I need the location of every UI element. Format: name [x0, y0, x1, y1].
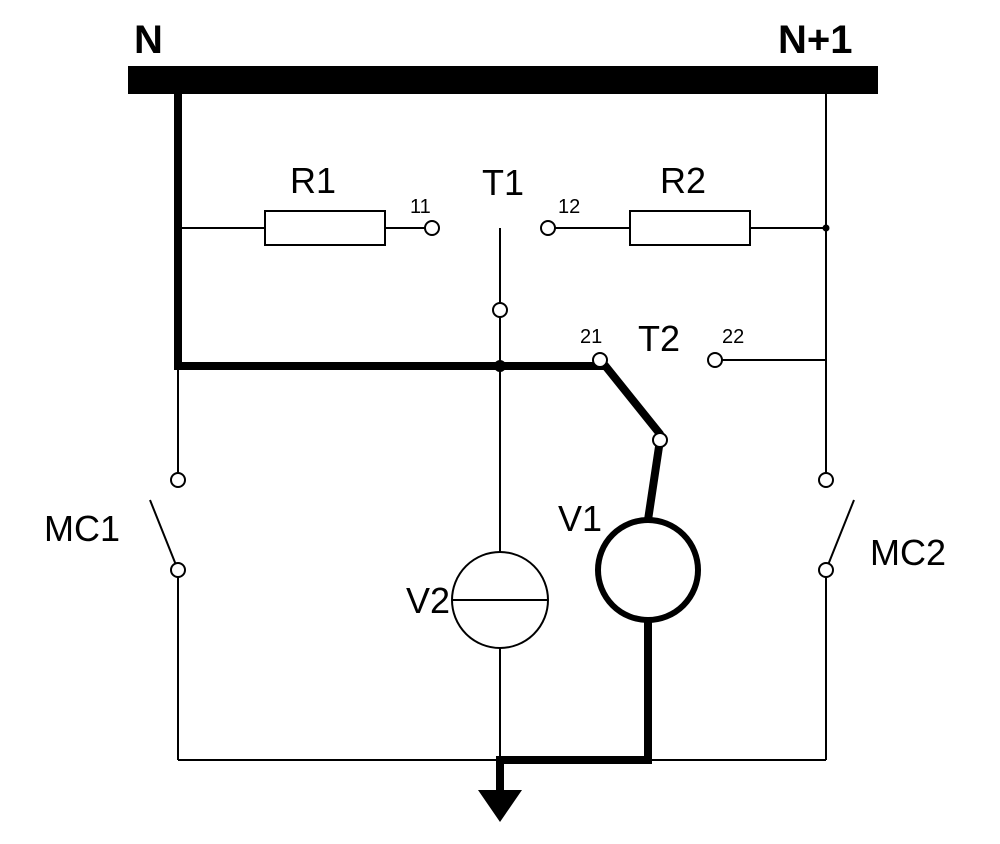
label-r1: R1 [290, 160, 336, 202]
label-12: 12 [558, 196, 580, 219]
label-r2: R2 [660, 160, 706, 202]
label-n: N [134, 18, 163, 63]
label-mc1: MC1 [44, 508, 120, 550]
term-t2-21 [593, 353, 607, 367]
term-mc1-t [171, 473, 185, 487]
term-t2-c [653, 433, 667, 447]
term-mc2-b [819, 563, 833, 577]
label-21: 21 [580, 326, 602, 349]
resistor-r1 [265, 211, 385, 245]
mc2-blade [826, 500, 854, 570]
circuit-diagram: N N+1 R1 R2 T1 T2 11 12 21 22 MC1 MC2 V1… [0, 0, 1000, 844]
circuit-svg [0, 0, 1000, 844]
t2-blade [603, 363, 660, 434]
label-11: 11 [410, 196, 431, 219]
label-t1: T1 [482, 162, 524, 204]
busbar [128, 66, 878, 94]
node-right-top [823, 225, 830, 232]
label-v1: V1 [558, 498, 602, 540]
label-t2: T2 [638, 318, 680, 360]
v1-symbol [598, 520, 698, 620]
label-v2: V2 [406, 580, 450, 622]
label-mc2: MC2 [870, 532, 946, 574]
arrow-head [478, 790, 522, 822]
term-mc2-t [819, 473, 833, 487]
label-22: 22 [722, 326, 744, 349]
resistor-r2 [630, 211, 750, 245]
mc1-blade [150, 500, 178, 570]
label-np1: N+1 [778, 18, 853, 63]
term-mc1-b [171, 563, 185, 577]
term-t2-22 [708, 353, 722, 367]
term-t1-c [493, 303, 507, 317]
term-t1-12 [541, 221, 555, 235]
term-t1-11 [425, 221, 439, 235]
t2c-to-v1 [648, 440, 660, 520]
